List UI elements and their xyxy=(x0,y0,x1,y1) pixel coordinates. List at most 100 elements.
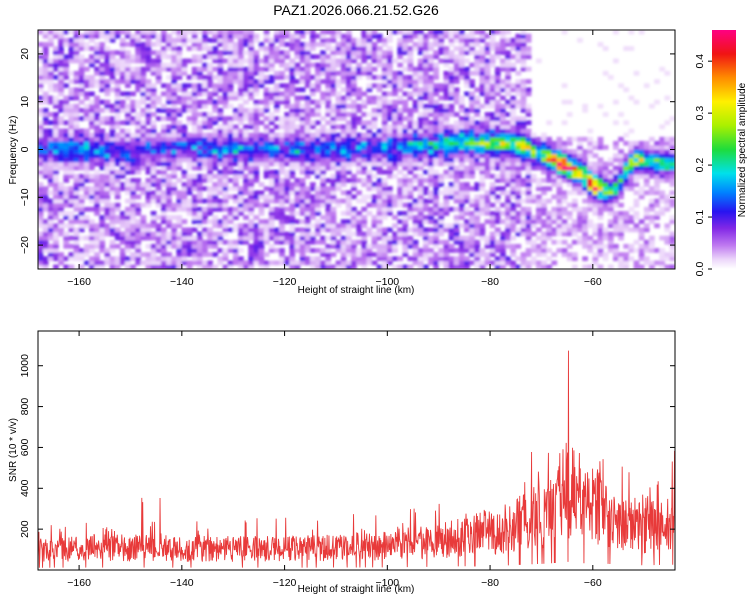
heatmap-cell xyxy=(397,198,404,204)
heatmap-cell xyxy=(479,87,486,93)
heatmap-cell xyxy=(94,264,100,269)
heatmap-cell xyxy=(345,206,352,212)
heatmap-cell xyxy=(453,62,460,68)
heatmap-cell xyxy=(191,99,198,105)
heatmap-cell xyxy=(479,120,486,126)
heatmap-cell xyxy=(196,157,203,163)
heatmap-cell xyxy=(325,75,332,80)
heatmap-cell xyxy=(94,95,100,101)
heatmap-cell xyxy=(351,99,357,105)
heatmap-cell xyxy=(515,91,522,97)
heatmap-cell xyxy=(453,256,460,262)
heatmap-cell xyxy=(649,173,655,179)
heatmap-cell xyxy=(443,46,450,51)
heatmap-cell xyxy=(243,42,249,47)
heatmap-cell xyxy=(474,58,481,64)
heatmap-cell xyxy=(351,219,357,224)
heatmap-cell xyxy=(520,79,527,84)
heatmap-cell xyxy=(407,120,414,126)
heatmap-cell xyxy=(284,75,291,80)
heatmap-cell xyxy=(166,243,172,249)
heatmap-cell xyxy=(530,165,537,171)
heatmap-cell xyxy=(464,227,470,233)
heatmap-cell xyxy=(458,37,465,43)
heatmap-cell xyxy=(376,178,383,183)
heatmap-cell xyxy=(613,145,619,150)
heatmap-cell xyxy=(299,161,306,167)
heatmap-cell xyxy=(479,248,486,253)
heatmap-cell xyxy=(428,215,434,220)
heatmap-cell xyxy=(42,75,49,80)
heatmap-cell xyxy=(58,252,64,257)
heatmap-cell xyxy=(649,202,655,208)
heatmap-cell xyxy=(500,248,506,253)
heatmap-cell xyxy=(500,145,506,150)
heatmap-cell xyxy=(325,219,332,224)
heatmap-cell xyxy=(464,70,470,76)
heatmap-cell xyxy=(428,194,434,200)
heatmap-cell xyxy=(304,248,311,253)
heatmap-cell xyxy=(453,112,460,117)
heatmap-cell xyxy=(345,194,352,200)
heatmap-cell xyxy=(356,153,362,159)
heatmap-cell xyxy=(582,153,588,159)
heatmap-cell xyxy=(541,186,547,192)
heatmap-cell xyxy=(284,136,291,142)
heatmap-cell xyxy=(212,33,219,39)
heatmap-cell xyxy=(268,153,275,159)
heatmap-cell xyxy=(274,58,280,64)
heatmap-cell xyxy=(196,37,203,43)
heatmap-cell xyxy=(381,132,388,138)
heatmap-cell xyxy=(356,120,362,126)
heatmap-cell xyxy=(520,178,527,183)
heatmap-cell xyxy=(479,136,486,142)
heatmap-cell xyxy=(376,145,383,150)
heatmap-cell xyxy=(274,75,280,80)
heatmap-cell xyxy=(238,165,244,171)
heatmap-cell xyxy=(623,173,630,179)
heatmap-cell xyxy=(83,219,90,224)
heatmap-cell xyxy=(227,227,234,233)
heatmap-cell xyxy=(433,70,439,76)
heatmap-cell xyxy=(135,256,142,262)
heatmap-cell xyxy=(366,95,373,101)
heatmap-cell xyxy=(330,37,337,43)
heatmap-cell xyxy=(289,153,296,159)
heatmap-cell xyxy=(53,165,59,171)
heatmap-cell xyxy=(232,227,239,233)
heatmap-cell xyxy=(530,178,537,183)
heatmap-cell xyxy=(361,239,368,245)
heatmap-cell xyxy=(387,54,393,60)
heatmap-cell xyxy=(510,252,517,257)
heatmap-cell xyxy=(489,87,496,93)
heatmap-cell xyxy=(232,206,239,212)
heatmap-cell xyxy=(63,54,70,60)
heatmap-cell xyxy=(315,107,321,113)
heatmap-cell xyxy=(263,173,270,179)
heatmap-cell xyxy=(340,50,347,56)
heatmap-cell xyxy=(356,46,362,51)
heatmap-cell xyxy=(325,256,332,262)
heatmap-cell xyxy=(345,198,352,204)
heatmap-cell xyxy=(520,223,527,229)
heatmap-cell xyxy=(582,227,588,233)
heatmap-cell xyxy=(309,87,316,93)
heatmap-cell xyxy=(274,231,280,237)
heatmap-cell xyxy=(99,140,106,146)
heatmap-cell xyxy=(489,79,496,84)
heatmap-cell xyxy=(114,120,121,126)
heatmap-cell xyxy=(371,140,378,146)
heatmap-cell xyxy=(114,157,121,163)
heatmap-cell xyxy=(202,66,208,72)
heatmap-cell xyxy=(274,157,280,163)
heatmap-cell xyxy=(309,37,316,43)
heatmap-cell xyxy=(541,178,547,183)
heatmap-cell xyxy=(520,231,527,237)
heatmap-cell xyxy=(130,107,136,113)
heatmap-cell xyxy=(638,231,645,237)
heatmap-cell xyxy=(160,124,167,130)
heatmap-cell xyxy=(89,248,95,253)
heatmap-cell xyxy=(150,91,157,97)
heatmap-cell xyxy=(366,46,373,51)
heatmap-cell xyxy=(232,66,239,72)
